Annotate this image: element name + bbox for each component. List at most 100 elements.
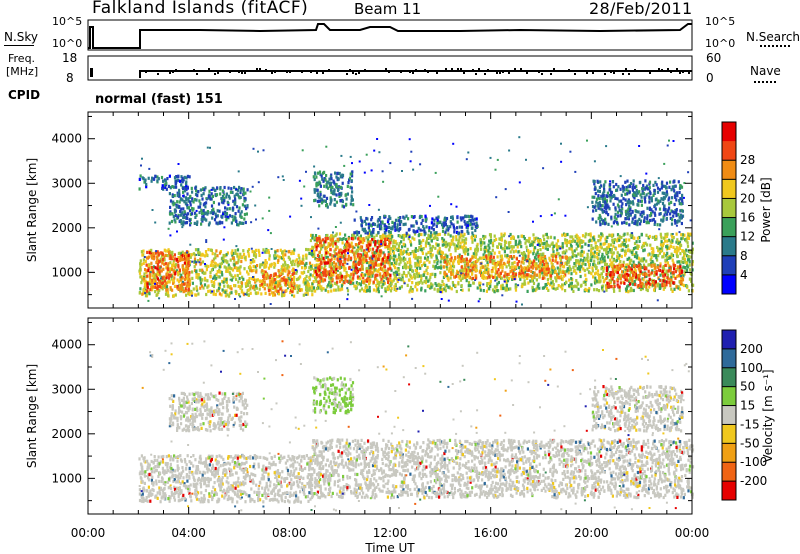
data-cell bbox=[629, 234, 632, 238]
data-cell bbox=[575, 285, 578, 289]
data-cell bbox=[552, 250, 555, 254]
data-cell bbox=[323, 261, 326, 265]
data-cell bbox=[238, 293, 241, 297]
data-cell bbox=[461, 288, 464, 292]
data-cell bbox=[359, 261, 362, 265]
data-cell bbox=[168, 251, 171, 255]
data-cell bbox=[397, 248, 400, 252]
data-cell bbox=[564, 238, 567, 242]
data-cell bbox=[541, 254, 544, 258]
data-cell bbox=[467, 252, 470, 256]
data-cell bbox=[321, 273, 324, 277]
data-cell bbox=[195, 198, 198, 202]
data-cell bbox=[532, 259, 536, 263]
data-cell bbox=[382, 233, 385, 237]
data-cell bbox=[315, 238, 318, 242]
data-cell bbox=[224, 290, 227, 294]
data-cell bbox=[182, 216, 185, 220]
data-cell bbox=[402, 265, 405, 269]
data-cell bbox=[676, 254, 679, 258]
data-cell bbox=[630, 276, 633, 280]
data-cell bbox=[335, 193, 338, 197]
data-cell bbox=[351, 174, 354, 178]
data-cell bbox=[559, 258, 563, 262]
data-cell bbox=[492, 255, 495, 259]
data-cell bbox=[246, 270, 249, 274]
data-cell bbox=[304, 281, 307, 285]
data-cell bbox=[401, 273, 404, 277]
data-cell bbox=[158, 260, 161, 264]
data-cell bbox=[362, 257, 365, 261]
nave-dot bbox=[211, 70, 213, 72]
data-cell bbox=[485, 289, 488, 293]
data-cell bbox=[240, 259, 243, 264]
data-cell bbox=[340, 193, 343, 197]
data-cell bbox=[535, 253, 538, 257]
data-cell bbox=[516, 245, 519, 249]
data-cell bbox=[396, 279, 399, 284]
data-cell bbox=[293, 248, 296, 252]
data-cell bbox=[488, 239, 491, 243]
data-cell bbox=[664, 235, 667, 239]
data-cell bbox=[264, 273, 267, 277]
data-cell bbox=[664, 233, 667, 237]
nave-dot bbox=[346, 73, 348, 75]
nave-dot bbox=[565, 70, 567, 72]
data-cell bbox=[369, 274, 373, 278]
data-cell bbox=[685, 268, 689, 272]
data-cell bbox=[375, 283, 378, 288]
data-cell bbox=[296, 264, 299, 268]
data-cell bbox=[239, 195, 242, 199]
data-cell bbox=[152, 279, 155, 283]
data-cell bbox=[588, 271, 591, 275]
data-cell bbox=[154, 273, 157, 277]
data-cell bbox=[416, 248, 419, 253]
nave-dot bbox=[247, 70, 249, 72]
data-cell bbox=[448, 266, 451, 270]
data-cell bbox=[586, 252, 589, 256]
data-cell bbox=[237, 223, 240, 227]
data-cell bbox=[429, 248, 432, 252]
data-cell bbox=[629, 266, 632, 270]
data-cell bbox=[185, 284, 188, 288]
data-cell bbox=[210, 248, 213, 252]
data-cell bbox=[567, 271, 570, 275]
data-cell bbox=[260, 279, 263, 283]
data-cell bbox=[330, 173, 333, 177]
data-cell bbox=[575, 259, 578, 264]
data-cell bbox=[423, 279, 426, 284]
data-cell bbox=[334, 171, 337, 175]
data-cell bbox=[267, 266, 271, 270]
nsky-tick-bottom: 10^0 bbox=[52, 37, 83, 50]
data-cell bbox=[479, 288, 482, 292]
cpid-text: normal (fast) 151 bbox=[95, 92, 223, 107]
data-cell bbox=[561, 277, 564, 282]
data-cell bbox=[327, 271, 330, 276]
data-cell bbox=[645, 233, 648, 237]
data-cell bbox=[341, 181, 344, 185]
data-cell bbox=[306, 288, 309, 292]
data-cell bbox=[631, 263, 634, 267]
data-cell bbox=[341, 241, 344, 245]
data-cell bbox=[438, 251, 441, 255]
data-cell bbox=[299, 275, 302, 279]
data-cell bbox=[414, 249, 417, 253]
data-cell bbox=[218, 220, 221, 224]
data-cell bbox=[487, 252, 491, 257]
beam-title: Beam 11 bbox=[354, 0, 422, 18]
data-cell bbox=[463, 269, 466, 273]
data-cell bbox=[628, 273, 632, 278]
data-cell bbox=[624, 277, 627, 282]
data-cell bbox=[659, 283, 662, 287]
data-cell bbox=[284, 263, 287, 267]
data-cell bbox=[412, 255, 416, 259]
data-cell bbox=[199, 262, 202, 266]
data-cell bbox=[215, 249, 218, 253]
data-cell bbox=[399, 234, 402, 238]
data-cell bbox=[139, 268, 142, 272]
data-cell bbox=[148, 282, 151, 286]
data-cell bbox=[428, 260, 431, 264]
data-cell bbox=[613, 238, 616, 242]
data-cell bbox=[252, 253, 256, 257]
data-cell bbox=[291, 277, 294, 281]
